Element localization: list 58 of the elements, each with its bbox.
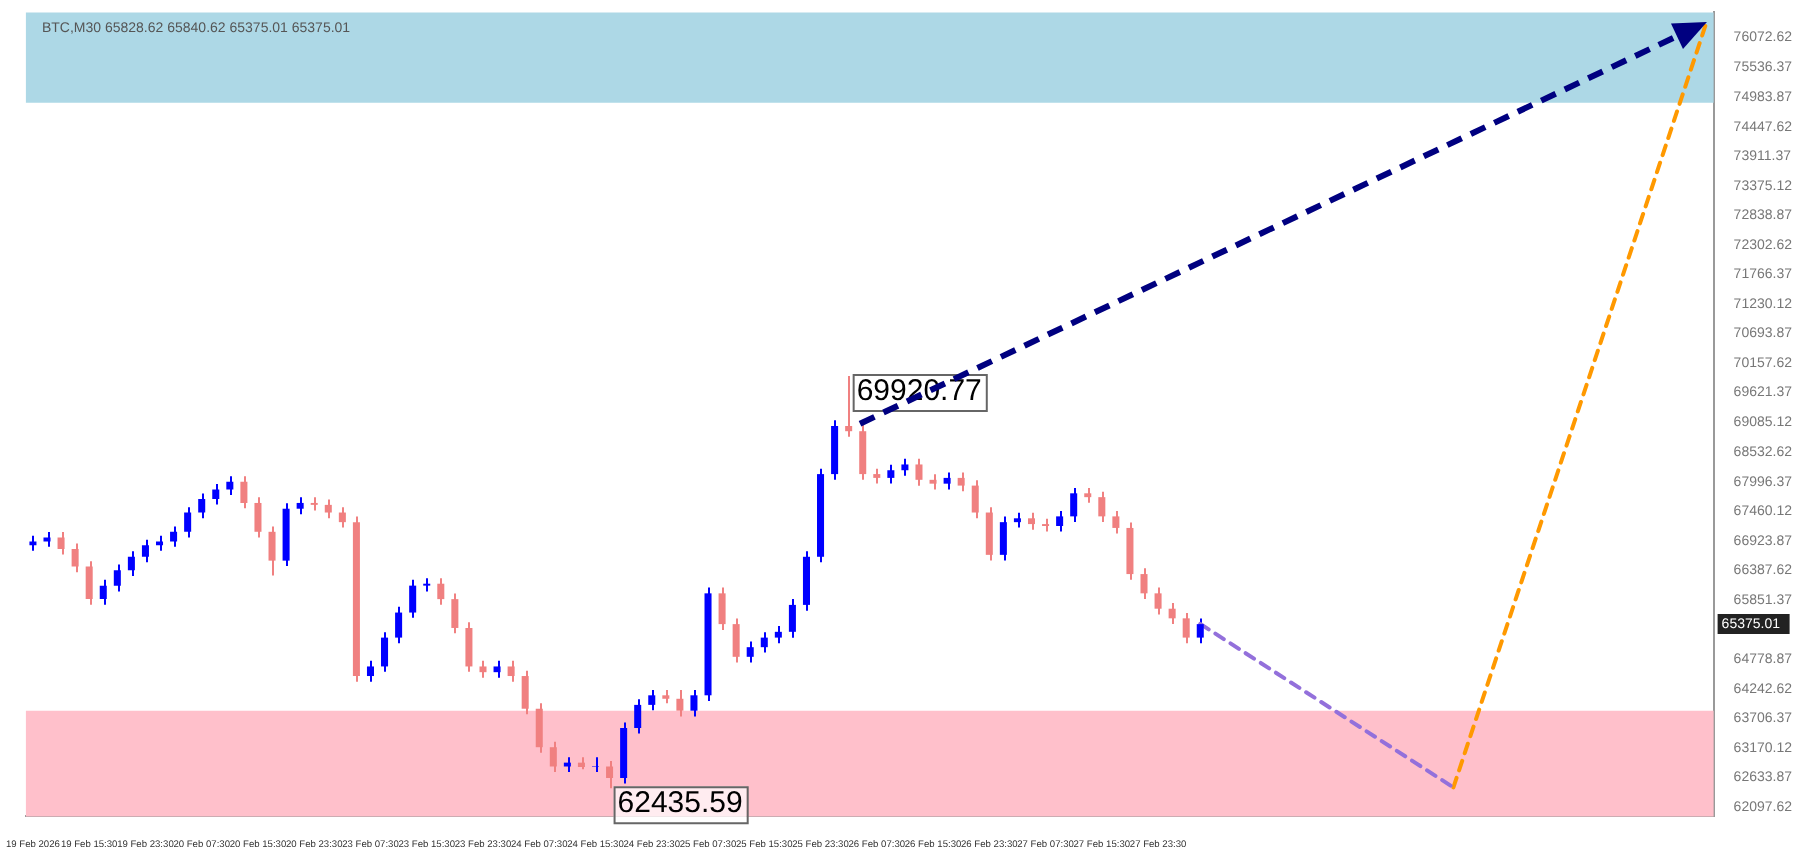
- candlestick: [732, 617, 740, 664]
- candlestick: [198, 492, 206, 520]
- candlestick: [507, 659, 515, 683]
- candlestick: [1154, 586, 1162, 616]
- candlestick: [99, 578, 107, 606]
- candlestick: [788, 598, 796, 639]
- candlestick: [127, 550, 135, 577]
- candlestick: [1196, 617, 1204, 645]
- candlestick: [718, 586, 726, 631]
- candlestick: [226, 475, 234, 497]
- candlestick: [1168, 601, 1176, 625]
- candlestick: [451, 592, 459, 635]
- candlestick: [845, 375, 853, 438]
- candlestick: [606, 759, 614, 790]
- candlestick: [591, 756, 600, 773]
- candlestick: [1182, 611, 1190, 645]
- candlestick: [212, 483, 220, 506]
- candlestick: [887, 463, 895, 485]
- candlestick: [999, 515, 1007, 562]
- candlestick: [690, 688, 698, 718]
- candlestick: [113, 563, 121, 593]
- candlestick: [71, 542, 79, 574]
- candlestick: [1112, 510, 1120, 535]
- candlestick: [141, 538, 149, 564]
- candlestick: [1140, 567, 1148, 601]
- candlestick: [338, 506, 346, 529]
- candlestick: [366, 659, 374, 683]
- candlestick: [437, 577, 445, 606]
- candlestick: [1056, 510, 1064, 533]
- candlestick: [409, 578, 417, 619]
- candlestick: [254, 496, 262, 539]
- candlestick: [1098, 490, 1106, 524]
- candlestick: [1126, 521, 1134, 581]
- candlestick: [240, 475, 248, 510]
- candlestick: [535, 702, 543, 754]
- candlestick: [746, 640, 754, 664]
- candlestick: [184, 506, 192, 539]
- candlestick: [170, 525, 178, 548]
- candlestick: [465, 621, 473, 673]
- candlestick: [915, 457, 923, 487]
- candlestick: [634, 698, 642, 735]
- candlestick: [521, 669, 529, 716]
- candlestick: [268, 525, 276, 577]
- candlestick: [648, 688, 656, 712]
- candlestick: [381, 631, 389, 673]
- candlestick: [760, 631, 768, 654]
- candlestick: [85, 560, 93, 606]
- annotation: 62435.59: [617, 786, 743, 821]
- candlestick: [985, 506, 993, 562]
- candlestick: [859, 419, 867, 481]
- candlestick: [1070, 486, 1078, 524]
- candlestick: [57, 530, 65, 556]
- candlestick: [395, 605, 403, 645]
- candlestick: [957, 471, 965, 493]
- candlestick: [549, 740, 557, 773]
- candlestick: [971, 479, 979, 520]
- candlestick: [324, 498, 332, 520]
- candlestick: [676, 688, 684, 718]
